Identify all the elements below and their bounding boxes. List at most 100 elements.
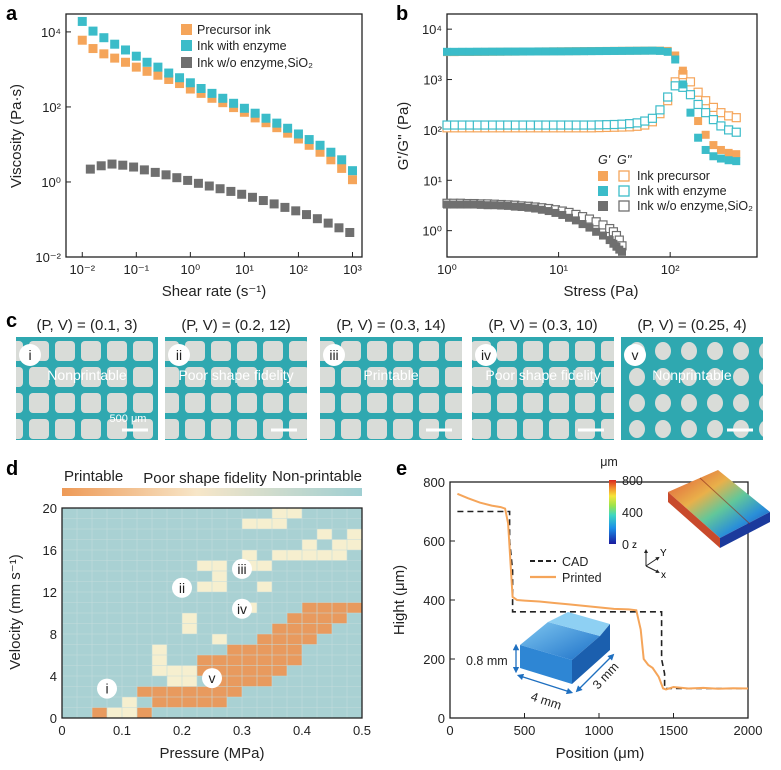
b-gp-point-s2 — [510, 202, 519, 211]
a-point-s0 — [77, 35, 87, 45]
d-cell-printable — [137, 686, 152, 697]
d-cell-poor — [122, 697, 137, 708]
c-numeral-badge — [475, 344, 497, 366]
lines-e — [457, 492, 749, 691]
a-point-s1 — [304, 135, 314, 145]
a-point-s2 — [226, 186, 236, 196]
d-cell-printable — [242, 676, 257, 687]
c-numeral: i — [28, 347, 31, 363]
a-point-s1 — [88, 26, 98, 36]
c-status-label: Printable — [363, 367, 418, 383]
d-cell-printable — [137, 707, 152, 718]
b-gp-point-s2 — [585, 223, 594, 232]
b-gpp-point-s0 — [693, 87, 703, 97]
d-cell-poor — [347, 529, 362, 540]
b-gp-point-s2 — [443, 200, 451, 209]
a-point-s0 — [121, 57, 131, 67]
c-numeral: iii — [329, 347, 338, 363]
a-point-s0 — [88, 44, 98, 54]
e-ytick-label: 200 — [423, 652, 445, 667]
a-point-s0 — [99, 49, 109, 59]
b-gp-point-s2 — [578, 220, 587, 229]
colorbar: μm 800 400 0 — [600, 455, 643, 552]
b-gp-point-s1 — [694, 133, 703, 142]
panel-letter-a: a — [6, 3, 18, 25]
d-cell-poor — [182, 613, 197, 624]
d-cell-printable — [197, 665, 212, 676]
d-cell-poor — [242, 550, 257, 561]
b-gp-point-s1 — [732, 157, 741, 166]
e-xtick-label: 1500 — [659, 723, 688, 738]
a-point-s2 — [258, 196, 268, 206]
a-xtick-label: 10³ — [343, 262, 362, 277]
a-point-s0 — [347, 175, 357, 185]
d-xtick-label: 0.3 — [233, 723, 251, 738]
quality-scale-bar — [62, 488, 362, 496]
d-cell-printable — [257, 655, 272, 666]
axes-triad: z Y x — [632, 540, 667, 581]
a-point-s1 — [164, 68, 174, 78]
d-cell-printable — [92, 707, 107, 718]
d-frame — [61, 507, 363, 719]
b-gpp-point-s1 — [510, 120, 520, 130]
b-gpp-point-s1 — [693, 99, 703, 110]
d-cell-poor — [197, 560, 212, 571]
b-gp-point-s1 — [633, 46, 642, 55]
colorbar-tick-0: 800 — [622, 474, 643, 488]
b-gp-point-s0 — [694, 117, 703, 126]
a-point-s0 — [326, 155, 336, 165]
a-point-s1 — [229, 98, 239, 108]
b-gp-point-s1 — [473, 47, 482, 56]
b-gpp-point-s1 — [685, 90, 696, 100]
d-annotation-label: iii — [237, 561, 246, 577]
block-step-top — [548, 612, 610, 636]
d-cell-poor — [287, 550, 302, 561]
legend-b-gp-0 — [598, 171, 608, 181]
a-point-s2 — [312, 214, 322, 224]
b-gpp-point-s1 — [594, 120, 604, 130]
d-cell-poor — [272, 550, 287, 561]
d-annotation-label: ii — [179, 580, 185, 596]
b-gpp-point-s1 — [625, 119, 635, 129]
a-point-s2 — [302, 210, 312, 220]
panel-d: d Printable Poor shape fidelity Non-prin… — [6, 458, 371, 762]
a-point-s1 — [283, 123, 293, 133]
a-point-s2 — [334, 223, 344, 233]
b-gp-point-s2 — [592, 227, 601, 236]
e-xtick-label: 2000 — [734, 723, 763, 738]
b-gp-point-s1 — [648, 46, 657, 55]
d-ytick-label: 16 — [43, 543, 57, 558]
c-numeral-badge — [168, 344, 190, 366]
c-numeral: ii — [176, 347, 182, 363]
ylabel-b: G'/G'' (Pa) — [395, 102, 412, 171]
colorbar-tick-2: 0 — [622, 538, 629, 552]
panel-letter-e: e — [396, 458, 407, 480]
b-gp-point-s1 — [549, 47, 558, 56]
b-gp-point-s2 — [531, 204, 540, 213]
colorbar-unit: μm — [600, 455, 618, 469]
d-cell-poor — [152, 665, 167, 676]
d-cell-poor — [272, 508, 287, 519]
c-param-label: (P, V) = (0.25, 4) — [637, 317, 746, 334]
b-gp-point-s1 — [663, 47, 672, 56]
b-gpp-point-s1 — [632, 118, 642, 128]
a-point-s2 — [85, 164, 95, 174]
d-cell-printable — [182, 686, 197, 697]
d-annotation-badge — [232, 598, 252, 619]
dim-label-height: 0.8 mm — [466, 654, 508, 668]
a-point-s1 — [272, 118, 282, 128]
legend-a-swatch-2 — [181, 57, 192, 68]
surface-top — [668, 470, 770, 538]
legend-e: CAD Printed — [530, 555, 602, 585]
c-param-label: (P, V) = (0.1, 3) — [36, 317, 137, 334]
a-point-s1 — [347, 166, 357, 176]
b-gp-point-s1 — [587, 47, 596, 56]
legend-b-gpp-1 — [618, 185, 630, 197]
scale-label-poor: Poor shape fidelity — [143, 470, 267, 487]
b-gp-point-s2 — [497, 201, 506, 210]
d-cell-printable — [197, 655, 212, 666]
c-numeral-badge — [624, 344, 646, 366]
d-xtick-label: 0 — [58, 723, 65, 738]
d-cell-poor — [302, 539, 317, 550]
